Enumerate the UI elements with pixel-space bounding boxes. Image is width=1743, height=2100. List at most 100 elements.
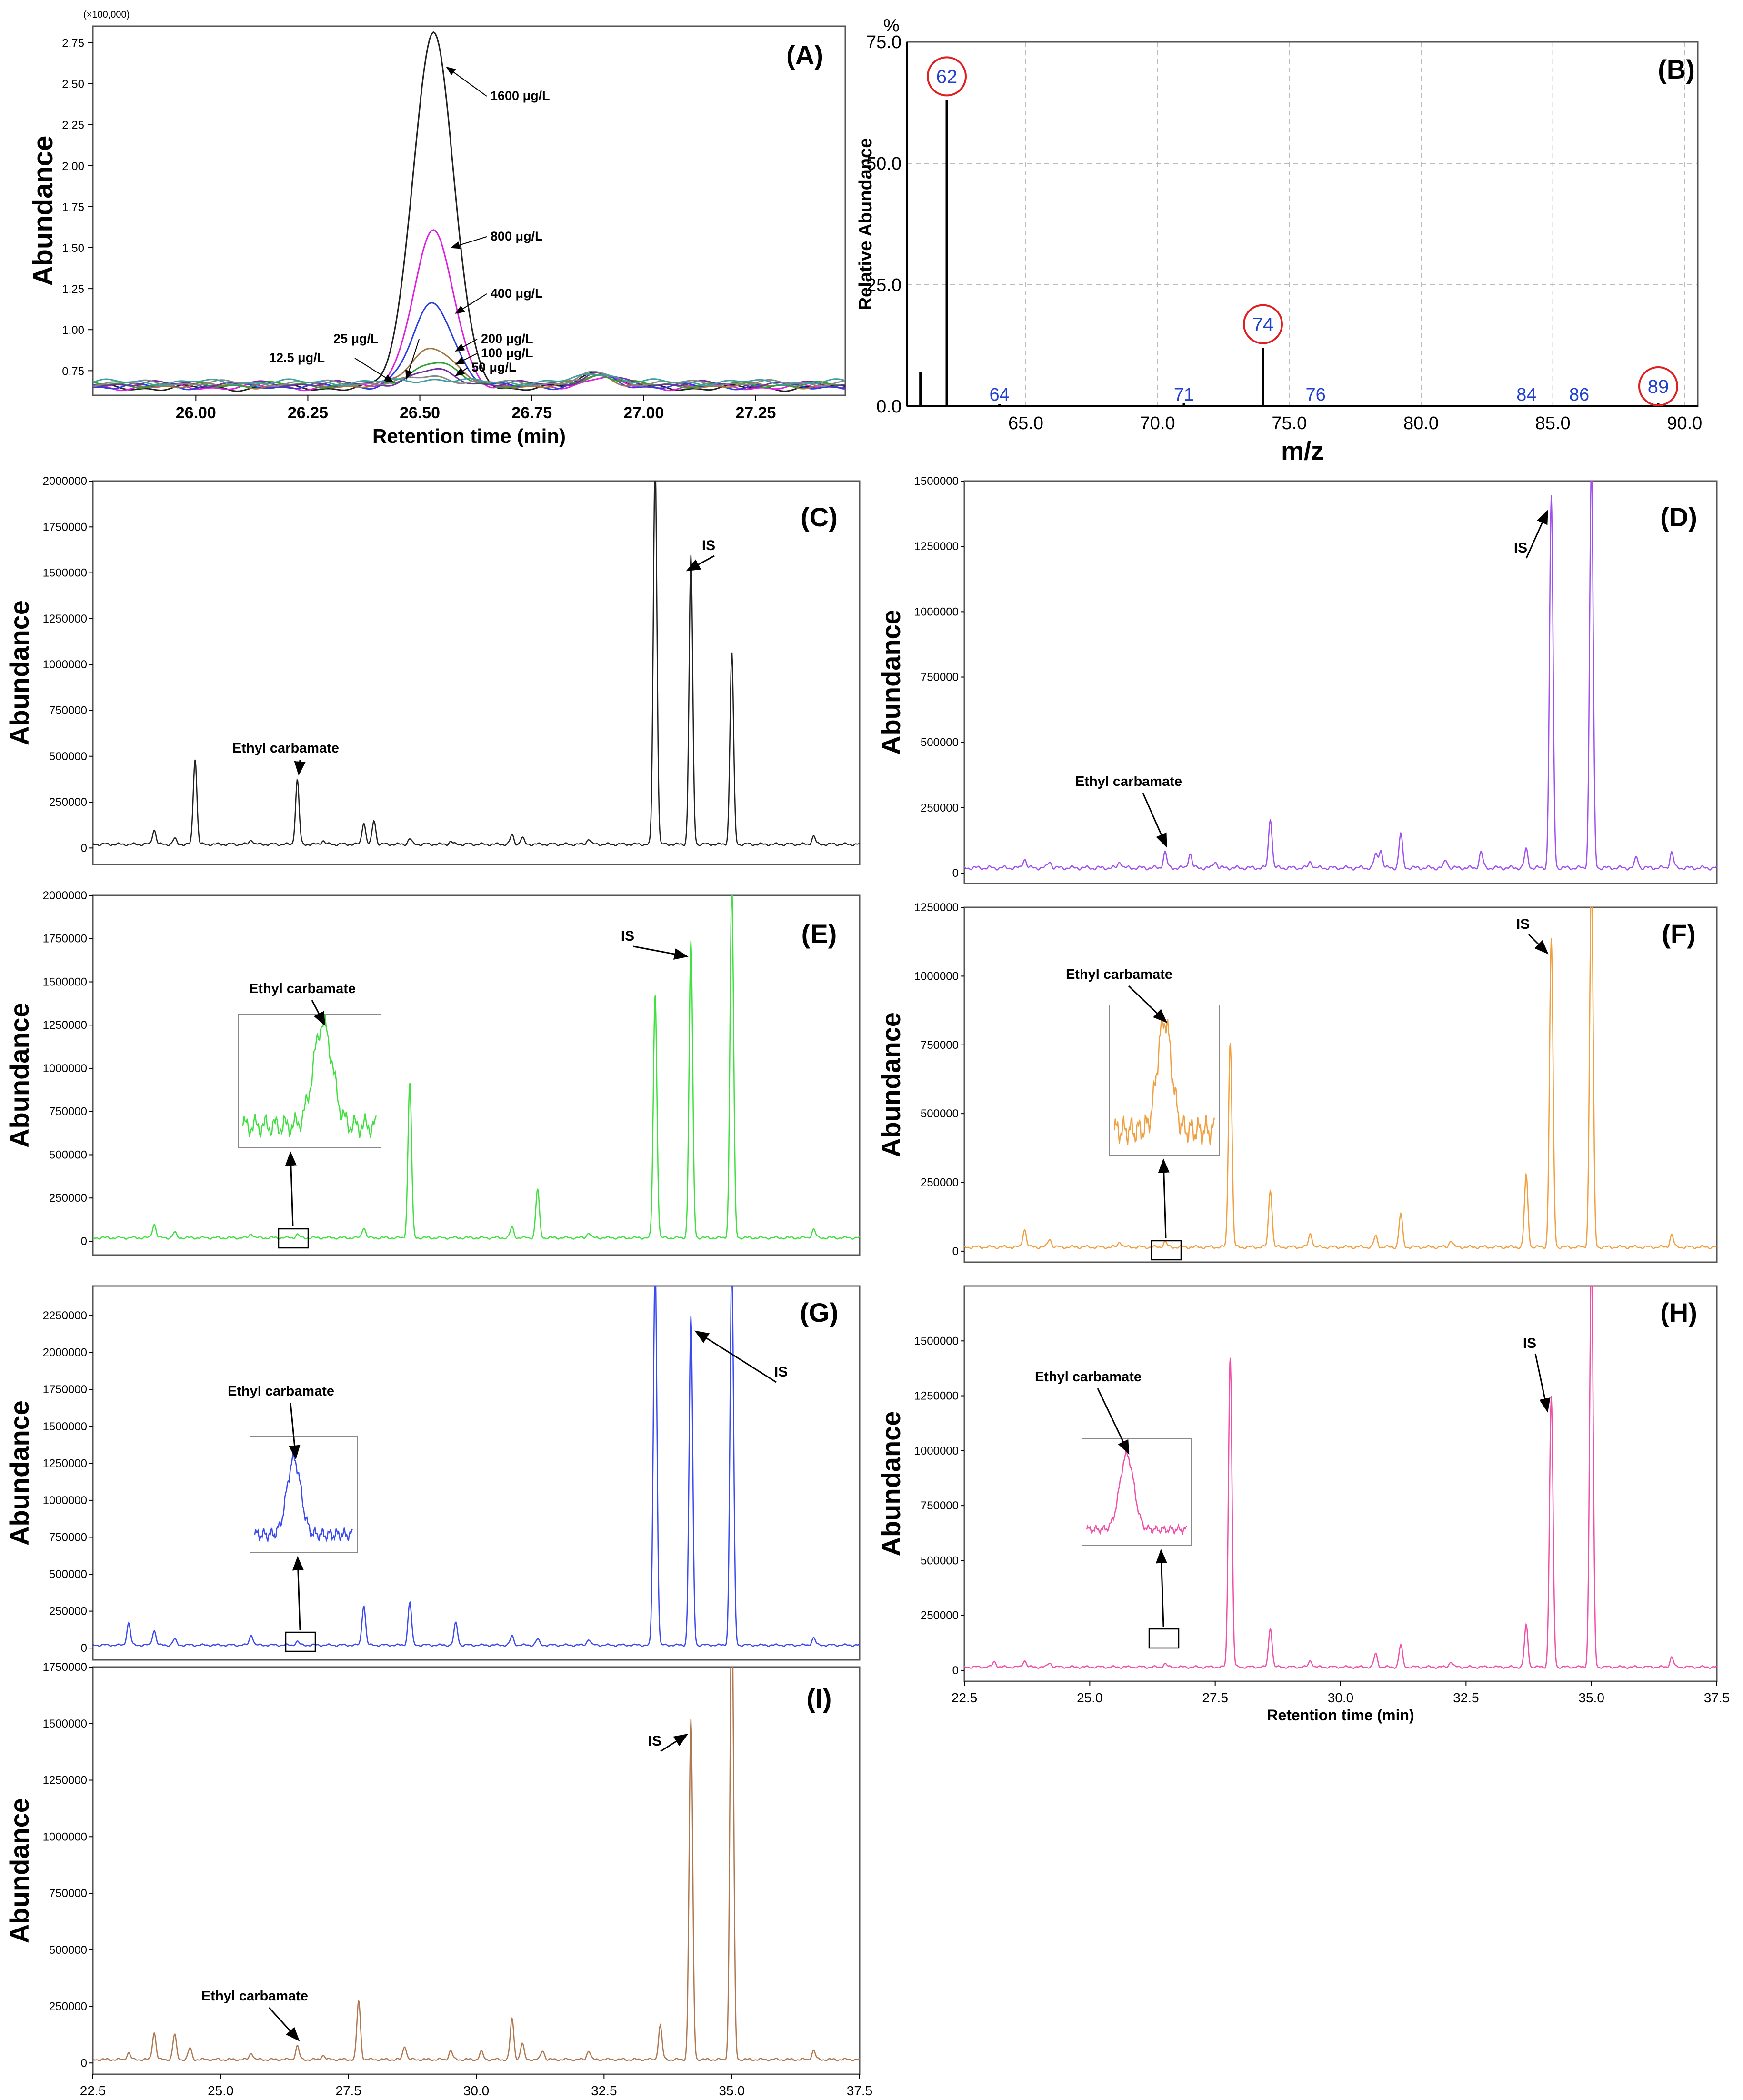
panel-label-I: (I) (807, 1683, 832, 1713)
inset-frame-E (238, 1014, 381, 1148)
y-axis-title-C: Abundance (4, 600, 34, 745)
y-tick-label-D: 1500000 (914, 475, 959, 488)
x-tick-label-B: 85.0 (1535, 413, 1571, 433)
concentration-label: 50 μg/L (471, 360, 517, 374)
zoom-arrow (1158, 1158, 1170, 1239)
x-tick-label-B: 65.0 (1008, 413, 1043, 433)
plot-frame-G (92, 1285, 861, 1661)
annotation-arrow-A (454, 353, 478, 365)
y-tick-label-F: 250000 (921, 1176, 959, 1189)
y-tick-label-D: 250000 (921, 802, 959, 814)
y-tick-label-F: 1250000 (914, 901, 959, 914)
y-tick-label-A: 2.50 (62, 78, 84, 91)
panel-G: 0 250000 500000 750000 1000000 1250000 1500000… (4, 1285, 861, 1661)
is-label: IS (774, 1364, 788, 1380)
inset-trace-E (242, 1014, 377, 1138)
y-tick-label-G: 0 (81, 1642, 87, 1655)
y-tick-label-H: 250000 (921, 1609, 959, 1622)
x-tick-label-A: 26.00 (176, 404, 216, 422)
annotation-arrow-A (455, 339, 478, 352)
y-tick-label-C: 250000 (49, 796, 87, 809)
is-label: IS (702, 538, 715, 553)
y-tick-label-I: 1250000 (43, 1774, 87, 1787)
x-tick-label-B: 70.0 (1140, 413, 1175, 433)
concentration-label: 1600 μg/L (491, 89, 550, 103)
concentration-label: 25 μg/L (333, 332, 379, 346)
panel-E: 0 250000 500000 750000 1000000 1250000 1500000… (4, 889, 861, 1256)
y-tick-label-A: 1.25 (62, 283, 84, 296)
x-tick-label-H: 27.5 (1202, 1690, 1228, 1705)
y-tick-label-G: 1750000 (43, 1383, 87, 1396)
y-tick-label-C: 750000 (49, 704, 87, 717)
zoom-arrow (1155, 1549, 1167, 1627)
chromatogram-trace-C (93, 481, 860, 846)
peak-mz-label: 62 (936, 66, 958, 87)
x-axis-title-H: Retention time (min) (1267, 1707, 1414, 1724)
peak-mz-label: 86 (1569, 385, 1589, 405)
is-label: IS (1516, 916, 1530, 932)
panel-label-D: (D) (1660, 502, 1697, 532)
y-tick-label-D: 0 (952, 867, 959, 880)
x-tick-label-I: 35.0 (719, 2083, 745, 2098)
series-line-A (92, 373, 846, 386)
is-arrow (633, 945, 689, 960)
y-tick-label-H: 1250000 (914, 1390, 959, 1403)
x-tick-label-A: 27.00 (623, 404, 664, 422)
y-tick-label-D: 1000000 (914, 605, 959, 618)
is-arrow (1528, 934, 1549, 955)
panel-label-C: (C) (801, 502, 838, 532)
ethyl-carbamate-arrow (1128, 985, 1168, 1023)
concentration-label: 200 μg/L (481, 332, 533, 346)
y-tick-label-E: 500000 (49, 1148, 87, 1161)
annotation-arrow-A (455, 293, 487, 314)
y-tick-label-I: 250000 (49, 2000, 87, 2013)
ethyl-carbamate-label: Ethyl carbamate (1066, 967, 1172, 982)
y-tick-label-C: 0 (81, 842, 87, 854)
ethyl-carbamate-label: Ethyl carbamate (232, 741, 339, 756)
x-tick-label-A: 27.25 (735, 404, 776, 422)
panel-F: 0 250000 500000 750000 1000000 1250000 Abundan… (876, 901, 1718, 1263)
y-tick-label-H: 1500000 (914, 1335, 959, 1347)
zoom-arrow (285, 1151, 297, 1227)
y-tick-label-B: 0.0 (876, 397, 902, 417)
x-tick-label-I: 25.0 (208, 2083, 234, 2098)
y-tick-label-G: 250000 (49, 1605, 87, 1618)
y-tick-label-D: 500000 (921, 736, 959, 749)
y-tick-label-H: 0 (952, 1664, 959, 1677)
zoom-region-box (285, 1631, 316, 1652)
is-arrow (660, 1734, 689, 1752)
plot-frame-F (963, 906, 1718, 1263)
ethyl-carbamate-arrow (289, 1402, 301, 1460)
y-tick-label-G: 500000 (49, 1568, 87, 1581)
inset-trace-G (254, 1452, 353, 1544)
is-label: IS (1523, 1336, 1536, 1351)
y-tick-label-I: 1750000 (43, 1661, 87, 1674)
y-tick-label-C: 500000 (49, 750, 87, 763)
x-axis-title-A: Retention time (min) (372, 425, 566, 447)
y-tick-label-F: 750000 (921, 1039, 959, 1052)
y-tick-label-A: 0.75 (62, 365, 84, 378)
y-tick-label-D: 1250000 (914, 540, 959, 553)
y-tick-label-E: 1250000 (43, 1019, 87, 1032)
panel-label-B: (B) (1658, 54, 1695, 84)
chromatogram-trace-D (964, 481, 1717, 871)
y-tick-label-E: 2000000 (43, 889, 87, 902)
x-tick-label-A: 26.75 (511, 404, 552, 422)
y-tick-label-D: 750000 (921, 671, 959, 684)
x-tick-label-A: 26.25 (288, 404, 328, 422)
panel-label-E: (E) (801, 919, 837, 949)
y-tick-label-B: 75.0 (866, 32, 902, 52)
y-tick-label-I: 0 (81, 2057, 87, 2070)
x-tick-label-I: 30.0 (463, 2083, 490, 2098)
y-axis-title-B: Relative Abundance (856, 138, 876, 311)
y-tick-label-F: 1000000 (914, 970, 959, 983)
y-tick-label-E: 1500000 (43, 975, 87, 988)
x-tick-label-H: 30.0 (1328, 1690, 1354, 1705)
x-tick-label-I: 22.5 (80, 2083, 106, 2098)
plot-frame-I (92, 1666, 861, 2075)
is-label: IS (621, 928, 634, 944)
panel-label-A: (A) (786, 40, 823, 70)
y-tick-label-I: 500000 (49, 1944, 87, 1957)
annotation-arrow-A (455, 367, 468, 376)
plot-frame-H (963, 1285, 1718, 1682)
